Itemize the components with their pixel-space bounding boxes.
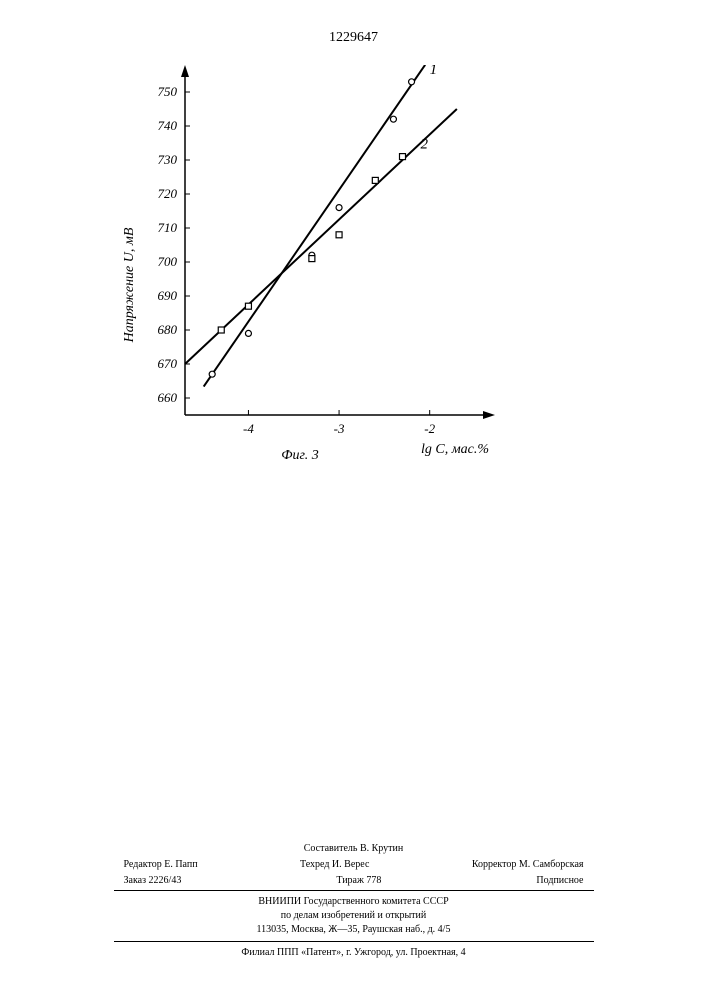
page-number: 1229647 [329,30,378,46]
footer-address2: Филиал ППП «Патент», г. Ужгород, ул. Про… [114,946,594,960]
svg-text:750: 750 [158,84,178,99]
svg-text:730: 730 [158,152,178,167]
footer-org2: по делам изобретений и открытий [114,909,594,923]
svg-text:-3: -3 [334,421,345,436]
svg-text:710: 710 [158,220,178,235]
footer-tehred: Техред И. Верес [300,858,369,872]
footer-subscription: Подписное [536,874,583,888]
svg-text:740: 740 [158,118,178,133]
svg-text:700: 700 [158,254,178,269]
footer-corrector: Корректор М. Самборская [472,858,584,872]
footer-editor: Редактор Е. Папп [124,858,198,872]
footer-compiler: Составитель В. Крутин [304,842,404,856]
svg-text:Фиг. 3: Фиг. 3 [281,448,319,463]
footer-tirage: Тираж 778 [336,874,381,888]
footer-order: Заказ 2226/43 [124,874,182,888]
svg-text:720: 720 [158,186,178,201]
svg-text:-2: -2 [424,421,435,436]
svg-text:2: 2 [421,137,429,153]
svg-text:Напряжение U, мВ: Напряжение U, мВ [122,227,137,343]
svg-text:680: 680 [158,322,178,337]
svg-text:lg C, мас.%: lg C, мас.% [421,442,489,457]
svg-text:670: 670 [158,356,178,371]
footer-org1: ВНИИПИ Государственного комитета СССР [114,895,594,909]
svg-text:660: 660 [158,390,178,405]
svg-text:690: 690 [158,288,178,303]
footer-address1: 113035, Москва, Ж—35, Раушская наб., д. … [114,923,594,937]
chart: 660 670 680 690 700 710 720 730 740 750 -4 -3 -2 Напр… [115,65,535,485]
footer: Составитель В. Крутин Редактор Е. Папп Т… [114,842,594,960]
svg-text:1: 1 [430,65,438,78]
chart-svg: 660 670 680 690 700 710 720 730 740 750 -4 -3 -2 Напр… [115,65,535,485]
svg-text:-4: -4 [243,421,254,436]
